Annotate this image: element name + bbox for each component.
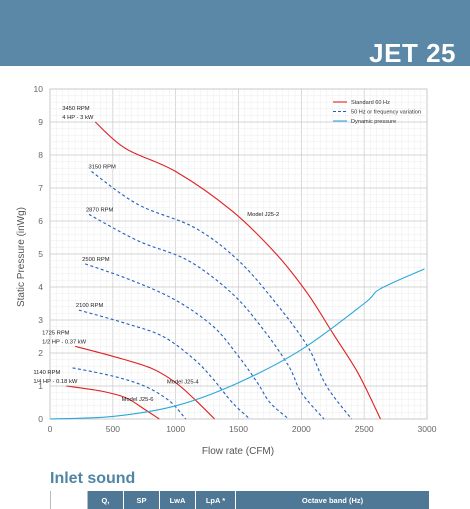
variable-frequency-curve (88, 213, 325, 420)
x-tick-label: 1000 (166, 424, 185, 434)
y-tick-label: 0 (38, 414, 43, 424)
curve-label: 2870 RPM (86, 207, 114, 213)
curve-label: 3150 RPM (88, 165, 116, 171)
y-tick-label: 10 (34, 84, 44, 94)
standard-curve (94, 121, 381, 420)
x-tick-label: 0 (48, 424, 53, 434)
curve-label: 3450 RPM (62, 106, 90, 112)
y-tick-label: 2 (38, 348, 43, 358)
curve-label: 4 HP - 3 kW (62, 115, 94, 121)
model-label: Model J25-2 (247, 212, 279, 218)
variable-frequency-curve (72, 367, 187, 420)
standard-curve (74, 345, 215, 420)
inlet-sound-heading: Inlet sound (50, 470, 136, 487)
curve-label: 1/4 HP - 0.18 kW (33, 379, 78, 385)
legend-label: 50 Hz or frequency variation (351, 110, 421, 116)
chart-legend: Standard 60 Hz 50 Hz or frequency variati… (333, 100, 421, 125)
page-header: JET 25 (0, 0, 470, 68)
y-tick-label: 8 (38, 150, 43, 160)
y-tick-label: 7 (38, 183, 43, 193)
x-tick-label: 500 (106, 424, 120, 434)
inlet-sound-table-header: Q, SP LwA LpA * Octave band (Hz) (50, 491, 430, 509)
x-tick-label: 2500 (355, 424, 374, 434)
table-header-lpa: LpA * (196, 491, 236, 509)
chart-axes: 0 500 1000 1500 2000 2500 3000 0 1 2 3 4 5 6 7 8 9 10 (34, 84, 437, 434)
curve-label: 2500 RPM (82, 257, 110, 263)
y-tick-label: 9 (38, 117, 43, 127)
table-header-lwa: LwA (160, 491, 196, 509)
x-tick-label: 2000 (292, 424, 311, 434)
variable-frequency-curve (91, 171, 353, 420)
x-axis-label: Flow rate (CFM) (202, 446, 274, 457)
curve-label: 2100 RPM (76, 303, 104, 309)
legend-label: Dynamic pressure (351, 119, 396, 125)
chart-series (49, 121, 425, 420)
chart-grid (49, 88, 428, 420)
fan-performance-chart: 0 500 1000 1500 2000 2500 3000 0 1 2 3 4 5 6 7 8 9 10 345… (16, 84, 437, 457)
x-tick-label: 1500 (229, 424, 248, 434)
product-title: JET 25 (369, 38, 456, 68)
model-label: Model J25-4 (167, 379, 200, 385)
x-tick-label: 3000 (418, 424, 437, 434)
variable-frequency-curve (78, 309, 251, 420)
curve-label: 1140 RPM (33, 370, 60, 376)
y-axis-label: Static Pressure (inWg) (16, 207, 27, 307)
y-tick-label: 4 (38, 282, 43, 292)
y-tick-label: 3 (38, 315, 43, 325)
dynamic-pressure-curve (49, 268, 425, 420)
variable-frequency-curve (85, 263, 290, 420)
table-header-blank (50, 491, 88, 509)
curve-label: 1725 RPM (42, 330, 70, 336)
table-header-sp: SP (124, 491, 160, 509)
y-tick-label: 1 (38, 381, 43, 391)
y-tick-label: 6 (38, 216, 43, 226)
curve-label: 1/2 HP - 0.37 kW (42, 339, 87, 345)
legend-label: Standard 60 Hz (351, 100, 390, 106)
y-tick-label: 5 (38, 249, 43, 259)
standard-curve (66, 385, 160, 420)
model-label: Model J25-6 (122, 397, 154, 403)
table-header-octave-band: Octave band (Hz) (236, 491, 430, 509)
table-header-q: Q, (88, 491, 124, 509)
